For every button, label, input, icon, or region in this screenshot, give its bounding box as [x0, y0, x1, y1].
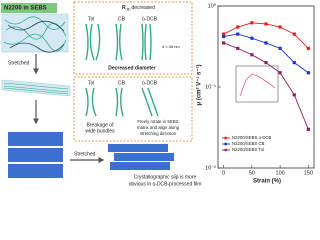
- marker: [236, 32, 240, 36]
- marker: [292, 32, 296, 36]
- slipped-stack: [108, 144, 174, 170]
- rotate: matrix and align along: [137, 125, 180, 130]
- marker: [292, 61, 296, 65]
- slip-text: obvious in o-DCB-processed film: [129, 181, 202, 187]
- marker: [250, 21, 254, 25]
- marker: [278, 25, 282, 29]
- marker: [306, 127, 310, 131]
- chains: [7, 20, 65, 53]
- solvent: o-DCB: [142, 80, 158, 86]
- rotate: stretching direction: [140, 131, 177, 136]
- y-tick-label: 10⁻¹: [205, 84, 216, 90]
- breakage: Breakage of: [87, 122, 115, 128]
- inset: [235, 65, 279, 103]
- page: {"diagram":{"film_title":"N2200 in SEBS"…: [1, 1, 315, 188]
- d-label: d ≈ 45 nm: [162, 44, 180, 49]
- marker: [222, 32, 226, 36]
- solvent: o-DCB: [142, 16, 158, 22]
- slip-text: Crystallographic slip is more: [134, 174, 197, 180]
- film-title: N2200 in SEBS: [4, 6, 47, 12]
- marker: [250, 53, 254, 57]
- legend-label: N2200/SEBS o-DCB: [232, 135, 272, 140]
- marker: [278, 46, 282, 50]
- panel-box: [73, 1, 193, 75]
- breakage: wide bundles: [85, 128, 115, 134]
- rotate: Freely rotate in SEBS: [137, 119, 178, 124]
- stretched-label: Stretched: [8, 60, 30, 66]
- y-axis-label: μ (cm² V⁻¹ s⁻¹): [196, 64, 203, 105]
- chains: [3, 82, 69, 95]
- marker: [236, 46, 240, 50]
- solvent: Tol: [88, 16, 94, 22]
- solvent: Tol: [88, 80, 94, 86]
- rdth-title: Rdthdecreased: [122, 5, 155, 11]
- figure: N2200 in SEBS Stretched Stretched Crysta…: [1, 1, 315, 187]
- caption: Decreased diameter: [108, 65, 156, 71]
- marker: [278, 71, 282, 75]
- stretched-label: Stretched: [74, 151, 96, 157]
- legend-label: N2200/SEBS Tol: [232, 147, 264, 152]
- r: R: [122, 5, 126, 11]
- marker: [250, 36, 254, 40]
- legend-marker: [224, 142, 227, 146]
- inset-curve: [239, 73, 276, 97]
- marker: [222, 41, 226, 45]
- marker: [264, 41, 268, 45]
- y-tick-label: 10⁻²: [205, 165, 216, 171]
- solvent: CB: [118, 16, 126, 22]
- chains: [3, 16, 67, 52]
- marker: [306, 71, 310, 75]
- r-rest: decreased: [132, 5, 156, 11]
- diagram: N2200 in SEBS Stretched Stretched Crysta…: [1, 1, 202, 187]
- crystal-stack: [8, 132, 63, 178]
- marker: [264, 22, 268, 26]
- legend-marker: [224, 148, 227, 152]
- x-axis-label: Strain (%): [253, 179, 281, 185]
- y-tick-label: 10⁰: [208, 2, 217, 9]
- legend-label: N2200/SEBS CB: [232, 141, 265, 146]
- stretched-film: [1, 79, 71, 97]
- fibers: [85, 87, 159, 117]
- title-badge: [1, 3, 57, 13]
- x-tick-label: 0: [222, 170, 225, 176]
- x-tick-label: 50: [249, 170, 255, 176]
- marker: [236, 25, 240, 29]
- solvent: CB: [118, 80, 126, 86]
- marker: [306, 46, 310, 50]
- legend-marker: [224, 136, 227, 140]
- r-sub: dth: [126, 7, 131, 11]
- marker: [292, 93, 296, 97]
- x-tick-label: 100: [276, 170, 285, 176]
- x-tick-label: 150: [304, 170, 313, 176]
- chart: μ (cm² V⁻¹ s⁻¹) Strain (%) 10⁻² 10⁻¹ 10⁰ 0 5…: [196, 2, 315, 185]
- marker: [264, 61, 268, 65]
- fibers: [85, 23, 152, 61]
- marker: [222, 34, 226, 39]
